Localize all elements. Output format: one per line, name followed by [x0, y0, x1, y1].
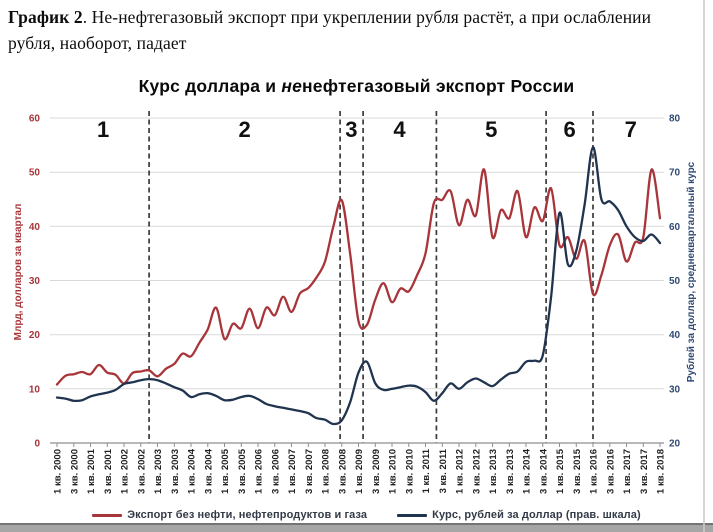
region-label: 1	[97, 117, 109, 142]
region-labels: 1 2 3 4 5 6 7	[97, 117, 637, 142]
chart-title-suffix: нефтегазовый экспорт России	[302, 76, 575, 96]
left-axis-tick-label: 60	[29, 114, 41, 125]
x-tick-label: 3 кв. 2000	[69, 449, 80, 494]
x-tick-label: 1 кв. 2008	[321, 449, 332, 494]
region-dividers	[148, 111, 594, 443]
x-tick-label: 1 кв. 2013	[488, 449, 499, 494]
x-tick-label: 3 кв. 2009	[371, 449, 382, 494]
x-tick-label: 3 кв. 2002	[136, 449, 147, 494]
x-tick-label: 1 кв. 2000	[53, 449, 64, 494]
right-axis-tick-label: 20	[669, 439, 681, 450]
right-axis-tick-label: 60	[669, 222, 681, 233]
region-label: 4	[393, 117, 406, 142]
chart-legend: Экспорт без нефти, нефтепродуктов и газа…	[10, 506, 713, 524]
x-tick-label: 1 кв. 2004	[187, 448, 198, 494]
x-tick-labels: 1 кв. 2000 3 кв. 2000 1 кв. 2001 3 кв. 2001…	[53, 448, 667, 494]
legend-item-usdrub: Курс, рублей за доллар (прав. шкала)	[397, 509, 641, 521]
right-axis-title: Рублей за доллар, среднеквартальный курс	[685, 161, 697, 382]
region-label: 3	[345, 117, 357, 142]
legend-label-usdrub: Курс, рублей за доллар (прав. шкала)	[432, 509, 641, 521]
right-axis-tick-label: 70	[669, 168, 681, 179]
x-tick-label: 3 кв. 2012	[471, 449, 482, 494]
left-axis-tick-label: 20	[29, 330, 41, 341]
legend-label-export: Экспорт без нефти, нефтепродуктов и газа	[127, 509, 368, 521]
x-tick-label: 3 кв. 2017	[639, 449, 650, 494]
right-axis-tick-label: 40	[669, 330, 681, 341]
x-tick-label: 1 кв. 2010	[388, 449, 399, 494]
x-tick-label: 1 кв. 2016	[589, 449, 600, 494]
region-label: 5	[485, 117, 497, 142]
right-axis-tick-label: 30	[669, 384, 681, 395]
x-tick-label: 1 кв. 2007	[287, 449, 298, 494]
x-tick-label: 3 кв. 2005	[237, 448, 248, 494]
x-tick-label: 3 кв. 2013	[505, 449, 516, 494]
usdrub-series-line	[55, 146, 662, 426]
x-tick-label: 3 кв. 2006	[270, 449, 281, 494]
left-axis-labels: 0 10 20 30 40 50 60	[29, 114, 41, 450]
x-tick-label: 3 кв. 2011	[438, 448, 449, 493]
x-tick-label: 3 кв. 2004	[203, 448, 214, 494]
chart-title: Курс доллара и ненефтегазовый экспорт Ро…	[0, 76, 713, 97]
left-axis-tick-label: 50	[29, 168, 41, 179]
x-tick-label: 1 кв. 2003	[153, 449, 164, 494]
left-axis-tick-label: 0	[34, 439, 40, 450]
region-label: 7	[625, 117, 637, 142]
chart-title-italic: не	[281, 76, 303, 96]
x-tick-label: 3 кв. 2010	[404, 449, 415, 494]
left-axis-tick-label: 40	[29, 222, 41, 233]
usdrub-line-swatch	[397, 513, 428, 517]
x-tick-label: 1 кв. 2011	[421, 448, 432, 493]
screenshot-bottom-edge	[0, 523, 713, 532]
x-tick-label: 1 кв. 2015	[555, 448, 566, 494]
x-tick-label: 3 кв. 2007	[304, 449, 315, 494]
x-tick-label: 3 кв. 2001	[103, 448, 114, 494]
right-axis-tick-label: 50	[669, 276, 681, 287]
left-axis-tick-label: 30	[29, 276, 41, 287]
x-tick-label: 1 кв. 2017	[622, 449, 633, 494]
x-tick-label: 3 кв. 2015	[572, 448, 583, 494]
gridlines	[50, 117, 664, 390]
left-axis-title: Млрд, долларов за квартал	[13, 204, 24, 341]
export-line-swatch	[92, 513, 123, 517]
x-tick-label: 1 кв. 2009	[354, 449, 365, 494]
region-label: 2	[238, 117, 250, 142]
x-tick-label: 1 кв. 2006	[254, 449, 265, 494]
chart-title-prefix: Курс доллара и	[138, 76, 282, 96]
x-tick-label: 3 кв. 2003	[170, 449, 181, 494]
caption-text: . Не-нефтегазовый экспорт при укреплении…	[8, 7, 652, 53]
x-tick-label: 3 кв. 2014	[538, 448, 549, 494]
x-tick-label: 3 кв. 2008	[337, 449, 348, 494]
right-axis-labels: 20 30 40 50 60 70 80	[669, 114, 681, 450]
region-label: 6	[563, 117, 575, 142]
x-axis	[50, 442, 664, 447]
caption: График 2. Не-нефтегазовый экспорт при ук…	[8, 4, 680, 56]
left-axis-tick-label: 10	[29, 384, 41, 395]
x-tick-label: 3 кв. 2016	[605, 449, 616, 494]
export-series-line	[55, 168, 662, 386]
x-tick-label: 1 кв. 2014	[522, 448, 533, 494]
x-tick-label: 1 кв. 2018	[656, 449, 667, 494]
legend-item-export: Экспорт без нефти, нефтепродуктов и газа	[92, 509, 367, 521]
right-axis-tick-label: 80	[669, 114, 681, 125]
x-tick-label: 1 кв. 2005	[220, 448, 231, 494]
x-tick-label: 1 кв. 2002	[120, 449, 131, 494]
x-tick-label: 1 кв. 2001	[86, 448, 97, 494]
caption-label: График 2	[8, 7, 83, 27]
screenshot-right-edge	[703, 0, 705, 532]
x-tick-label: 1 кв. 2012	[455, 449, 466, 494]
